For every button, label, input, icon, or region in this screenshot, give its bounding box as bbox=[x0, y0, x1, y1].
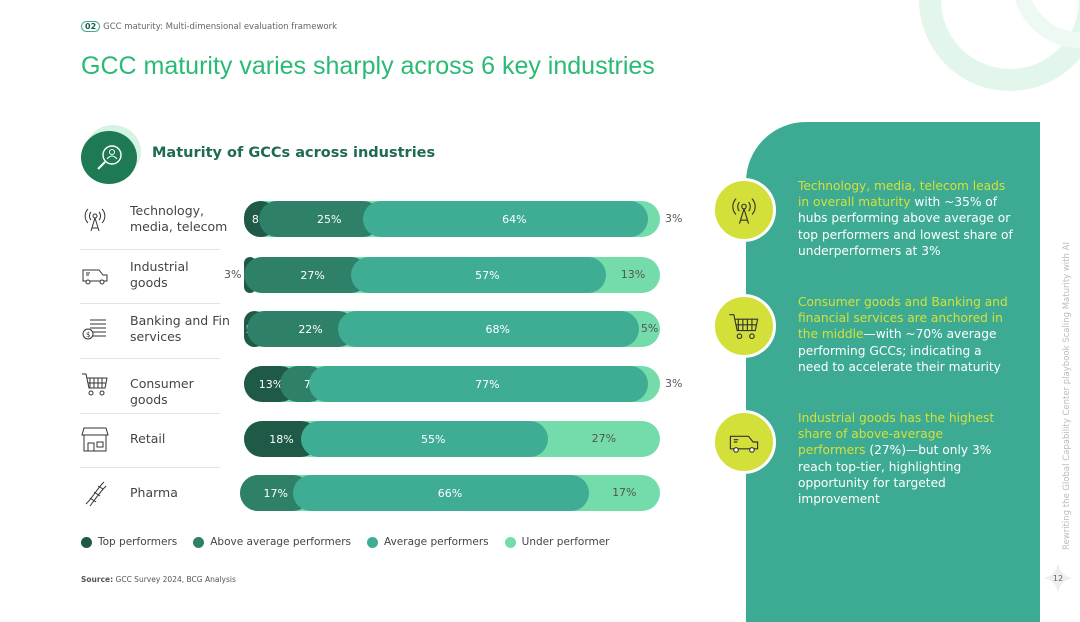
row-divider bbox=[80, 413, 220, 414]
bar-segment: 22% bbox=[246, 311, 357, 347]
category-label: Retail bbox=[130, 431, 166, 446]
data-label: 3% bbox=[665, 212, 683, 225]
data-label: 5% bbox=[640, 322, 659, 335]
legend-swatch bbox=[193, 536, 205, 548]
svg-text:$: $ bbox=[86, 331, 90, 339]
data-label: 66% bbox=[437, 486, 463, 500]
category-label: Banking and Fin services bbox=[130, 313, 230, 344]
data-label: 25% bbox=[317, 212, 342, 226]
source: Source: GCC Survey 2024, BCG Analysis bbox=[81, 575, 236, 584]
truck-icon bbox=[82, 269, 108, 285]
legend-label: Top performers bbox=[98, 536, 178, 548]
row-divider bbox=[80, 358, 220, 359]
legend-label: Average performers bbox=[384, 536, 489, 548]
data-label: 17% bbox=[612, 486, 637, 499]
decorative-rings bbox=[919, 0, 1080, 91]
search-person-icon bbox=[81, 131, 137, 184]
insight-highlight: Industrial goods has the highest share o… bbox=[798, 411, 995, 458]
bar-segment: 64% bbox=[363, 201, 648, 237]
category-label: Industrial goods bbox=[130, 259, 189, 290]
category-label: Consumer goods bbox=[130, 376, 194, 407]
breadcrumb-text: GCC maturity: Multi-dimensional evaluati… bbox=[103, 21, 338, 32]
antenna-icon bbox=[84, 208, 106, 232]
bar-row: 17% 66% 17% bbox=[240, 475, 660, 511]
legend-swatch bbox=[367, 536, 379, 548]
bar-segment: 66% bbox=[293, 475, 589, 511]
bar-segment: 55% bbox=[300, 421, 548, 457]
data-label: 13% bbox=[258, 377, 284, 391]
page-number: 12 bbox=[1043, 563, 1073, 593]
page-number-text: 12 bbox=[1052, 573, 1064, 583]
bar-row: 3% 27% 57% 13% bbox=[224, 257, 660, 293]
data-label: 57% bbox=[475, 268, 500, 282]
category-label: Technology, media, telecom bbox=[130, 203, 228, 234]
data-label: 13% bbox=[620, 268, 646, 281]
bar-segment: 77% bbox=[309, 366, 648, 402]
data-label: 22% bbox=[298, 322, 323, 336]
insight-text: Technology, media, telecom leads in over… bbox=[798, 178, 1013, 259]
side-text: Rewriting the Global Capability Center p… bbox=[1062, 242, 1072, 550]
breadcrumb: 02 GCC maturity: Multi-dimensional evalua… bbox=[81, 21, 337, 32]
banking-icon: $ bbox=[82, 319, 106, 340]
bar-segment: 57% bbox=[350, 257, 606, 293]
data-label: 77% bbox=[475, 377, 500, 391]
insight-highlight: Consumer goods and Banking and financial… bbox=[798, 295, 1008, 342]
legend-swatch bbox=[504, 536, 516, 548]
bar-row: 8%25%64%3% bbox=[244, 201, 682, 237]
source-label: Source: bbox=[81, 575, 114, 584]
row-divider bbox=[80, 303, 220, 304]
bar-segment: 27% bbox=[244, 257, 369, 293]
bar-segment: 25% bbox=[259, 201, 382, 237]
antenna-icon bbox=[732, 198, 756, 224]
insight-body: with ~35% of hubs performing above avera… bbox=[798, 195, 1013, 258]
cart-icon bbox=[82, 373, 108, 396]
insights-panel bbox=[746, 122, 1040, 622]
data-label: 27% bbox=[591, 432, 617, 445]
insight-icon-circle bbox=[712, 294, 776, 358]
insight-text: Industrial goods has the highest share o… bbox=[798, 410, 1013, 507]
insight-text: Consumer goods and Banking and financial… bbox=[798, 294, 1013, 375]
data-label: 55% bbox=[421, 432, 446, 446]
row-divider bbox=[80, 249, 220, 250]
data-label: 3% bbox=[224, 268, 242, 281]
store-icon bbox=[81, 427, 109, 452]
insight-body: —with ~70% average performing GCCs; indi… bbox=[798, 327, 1001, 374]
section-number: 02 bbox=[81, 21, 101, 32]
insight-icon-circle bbox=[712, 410, 776, 474]
row-divider bbox=[80, 467, 220, 468]
data-label: 17% bbox=[263, 486, 288, 500]
data-label: 64% bbox=[502, 212, 527, 226]
insight-body: (27%)—but only 3% reach top-tier, highli… bbox=[798, 443, 992, 507]
bar-row: 13%7%77%3% bbox=[244, 366, 682, 402]
legend: Top performers Above average performers Av… bbox=[81, 536, 609, 548]
legend-item: Average performers bbox=[367, 536, 489, 548]
legend-item: Above average performers bbox=[193, 536, 351, 548]
bar-row: 18% 55% 27% bbox=[244, 421, 660, 457]
data-label: 68% bbox=[485, 322, 510, 336]
truck-icon bbox=[729, 435, 759, 453]
legend-label: Above average performers bbox=[210, 536, 352, 548]
bar-segment: 68% bbox=[338, 311, 640, 347]
data-label: 18% bbox=[269, 432, 294, 446]
data-label: 3% bbox=[665, 377, 683, 390]
legend-label: Under performer bbox=[521, 536, 610, 548]
insight-highlight: Technology, media, telecom leads in over… bbox=[798, 179, 1006, 210]
bar-row: 5%22%68%5% bbox=[244, 311, 660, 347]
chart-title: Maturity of GCCs across industries bbox=[152, 145, 436, 161]
legend-item: Top performers bbox=[81, 536, 177, 548]
cart-icon bbox=[729, 314, 759, 340]
page-title: GCC maturity varies sharply across 6 key… bbox=[81, 52, 655, 80]
insight-icon-circle bbox=[712, 178, 776, 242]
legend-item: Under performer bbox=[504, 536, 610, 548]
category-label: Pharma bbox=[130, 485, 178, 500]
data-label: 27% bbox=[300, 268, 325, 282]
legend-swatch bbox=[81, 536, 92, 548]
dna-icon bbox=[85, 481, 107, 507]
source-text: GCC Survey 2024, BCG Analysis bbox=[115, 575, 236, 584]
